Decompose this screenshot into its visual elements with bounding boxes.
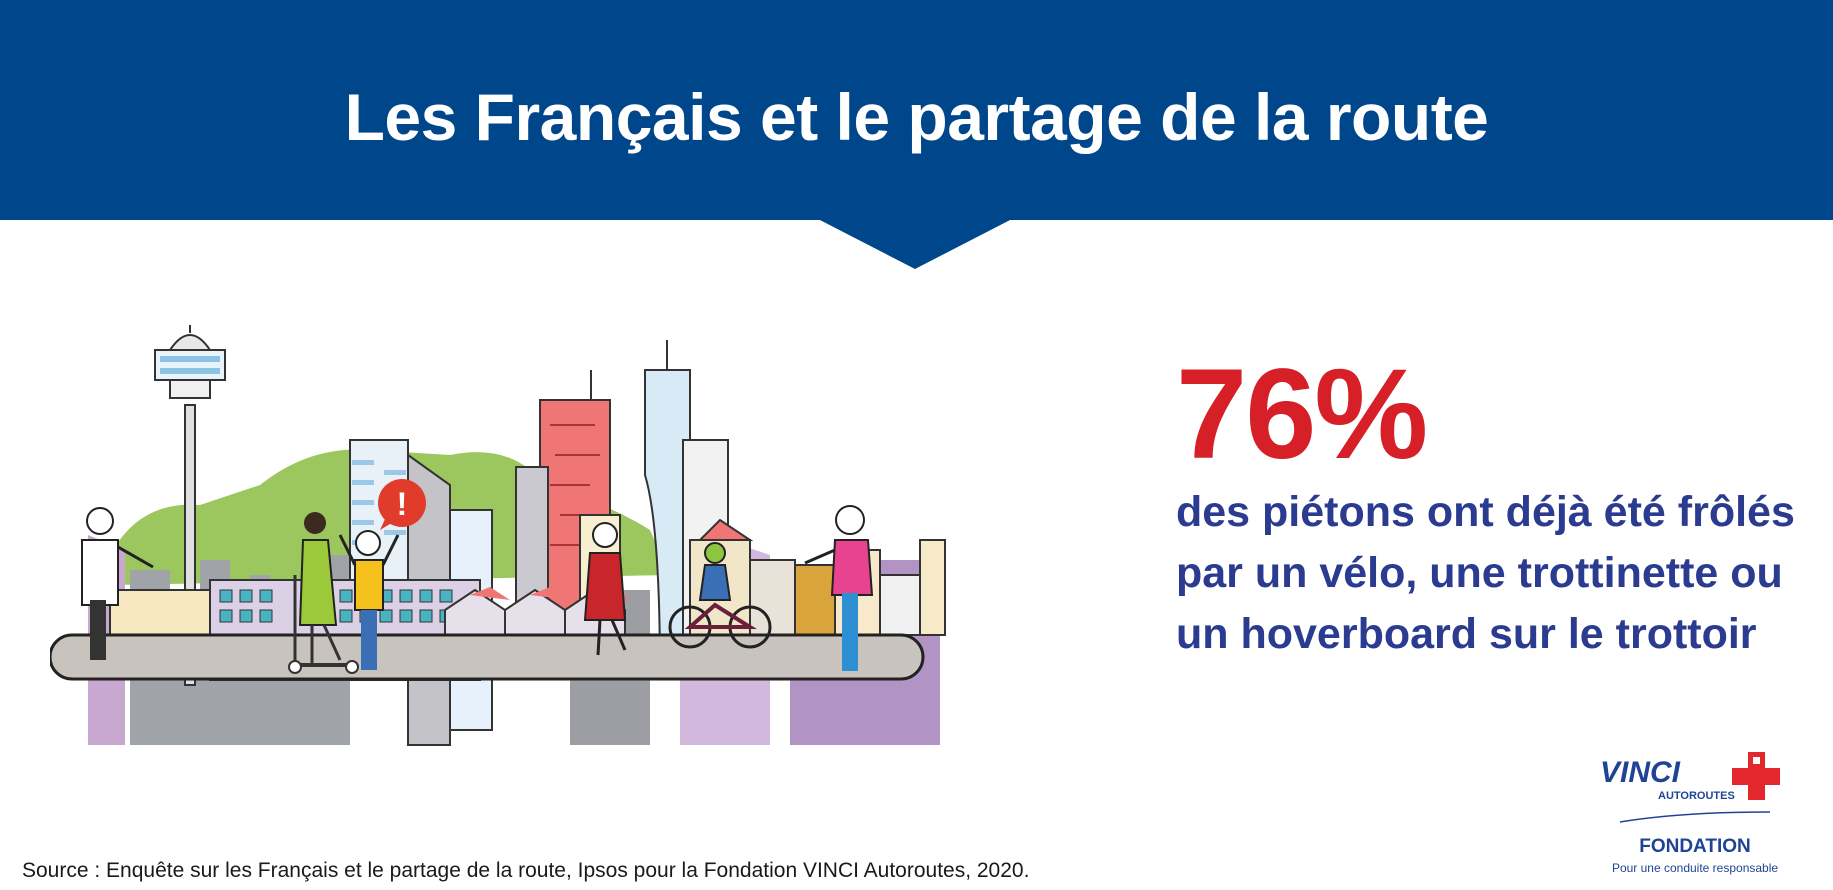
logo-sub-brand: AUTOROUTES: [1658, 790, 1735, 802]
logo-brand: VINCI: [1600, 756, 1681, 789]
row-houses: [689, 518, 946, 636]
small-houses: [434, 587, 646, 652]
cream-shop: [109, 589, 211, 636]
header-banner: [0, 0, 1833, 220]
city-street-illustration: !: [50, 325, 946, 746]
person-raising-arms: [338, 530, 400, 670]
sidewalk-ground: [50, 633, 925, 681]
header-banner-pointer: [818, 219, 1012, 269]
person-pointing: [81, 507, 154, 660]
alert-symbol: !: [397, 486, 408, 522]
statistic-description: des piétons ont déjà été frôlés par un v…: [1176, 488, 1795, 658]
person-on-phone: [804, 505, 874, 671]
woman-in-red: [583, 522, 627, 656]
vinci-foundation-logo: VINCI AUTOROUTES FONDATION Pour une cond…: [1600, 752, 1780, 875]
child-cyclist: [668, 542, 772, 649]
page-title: Les Français et le partage de la route: [344, 80, 1489, 154]
logo-swoosh: [1619, 811, 1771, 823]
alert-speech-bubble: !: [378, 479, 426, 530]
vinci-cross-icon: [1732, 752, 1780, 800]
tv-tower: [154, 325, 226, 686]
logo-foundation: FONDATION: [1639, 836, 1751, 857]
statistic-value: 76%: [1176, 343, 1428, 486]
woman-on-scooter: [288, 512, 359, 674]
source-citation: Source : Enquête sur les Français et le …: [22, 859, 1030, 882]
logo-tagline: Pour une conduite responsable: [1612, 861, 1778, 875]
